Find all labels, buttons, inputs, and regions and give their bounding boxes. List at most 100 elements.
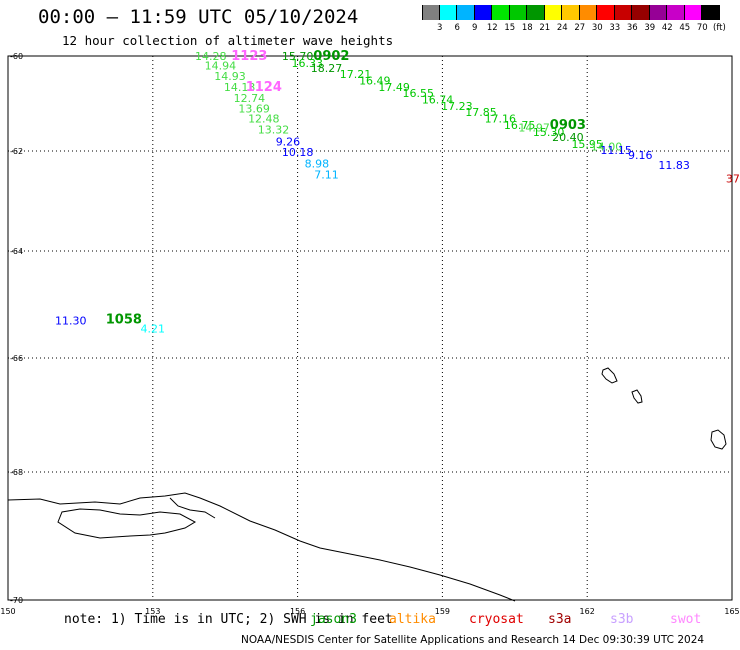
scale-swatch [457, 5, 475, 20]
wave-height-observations: 15.70 090216.3318.2717.2116.4917.4916.551… [55, 49, 740, 336]
scale-label: 18 [521, 23, 533, 33]
scale-label: 45 [679, 23, 691, 33]
wave-height-label: 16.74 [422, 94, 454, 107]
scale-label: 27 [574, 23, 586, 33]
wave-height-label: 15.70 [282, 50, 314, 63]
footnote: note: 1) Time is in UTC; 2) SWH is in fe… [64, 612, 393, 627]
pass-time-label: 1124 [246, 80, 282, 95]
scale-label: 24 [556, 23, 568, 33]
wave-height-label: 8.98 [305, 158, 330, 171]
island-3 [710, 429, 727, 450]
wave-height-label: 11.30 [55, 315, 87, 328]
wave-height-label: 15.30 [533, 126, 565, 139]
wave-height-label: 11.83 [658, 159, 690, 172]
wave-height-label: 17.21 [340, 68, 372, 81]
scale-swatch [614, 5, 632, 20]
wave-height-label: 17.85 [465, 106, 497, 119]
inner-coast-loop [57, 508, 197, 539]
inner-coast-detail [169, 497, 216, 519]
scale-label: 42 [661, 23, 673, 33]
wave-height-label: 14.13 [224, 81, 256, 94]
map-subtitle: 12 hour collection of altimeter wave hei… [62, 33, 394, 48]
color-scale-labels: 3 6 9 12 15 18 21 24 27 30 33 36 39 42 45 70 (ft) [431, 23, 726, 33]
credit-line: NOAA/NESDIS Center for Satellite Applica… [241, 634, 705, 646]
axis-tick-labels: 150 153 156 159 162 165 -60 -62 -64 -66 -68 -70 [0, 52, 739, 616]
scale-swatch [667, 5, 685, 20]
y-tick-label: -66 [10, 354, 23, 363]
scale-swatch [439, 5, 457, 20]
island-1 [601, 367, 618, 384]
y-tick-label: -68 [10, 468, 23, 477]
satellite-legend-item: s3a [548, 612, 572, 627]
scale-swatch [562, 5, 580, 20]
antarctic-coastline [7, 492, 516, 602]
y-tick-label: -60 [10, 52, 23, 61]
wave-height-label: 11.15 [600, 144, 632, 157]
wave-height-label: 14.93 [214, 70, 246, 83]
wave-height-color-scale: 3 6 9 12 15 18 21 24 27 30 33 36 39 42 45 70 (ft) [422, 5, 726, 33]
wave-height-label: 14.97 [518, 121, 550, 134]
x-tick-label: 159 [435, 607, 450, 616]
scale-unit: (ft) [713, 23, 726, 33]
scale-label: 30 [591, 23, 603, 33]
wave-height-label: 12.74 [234, 92, 266, 105]
satellite-legend-item: jason3 [310, 612, 357, 627]
lat-lon-grid [7, 55, 733, 601]
scale-swatch [597, 5, 615, 20]
satellite-legend-item: swot [670, 612, 702, 627]
wave-height-label: 16.33 [292, 57, 324, 70]
scale-swatch [474, 5, 492, 20]
wave-height-label: 15.95 [571, 138, 603, 151]
wave-height-label: 13.32 [258, 124, 290, 137]
scale-swatch [579, 5, 597, 20]
scale-label: 6 [454, 23, 460, 33]
wave-height-label: 16.49 [359, 75, 391, 88]
satellite-legend-item: cryosat [469, 612, 524, 627]
island-2 [631, 389, 643, 404]
y-tick-label: -64 [10, 247, 23, 256]
scale-swatch [492, 5, 510, 20]
scale-swatch [649, 5, 667, 20]
pass-time-label: 1123 [231, 49, 267, 64]
satellite-legend-item: s3b [610, 612, 634, 627]
scale-label: 9 [472, 23, 478, 33]
pass-time-label: 1058 [106, 312, 142, 327]
color-scale-swatches [422, 5, 726, 20]
scale-swatch [422, 5, 440, 20]
scale-label: 21 [539, 23, 551, 33]
x-tick-label: 150 [0, 607, 15, 616]
wave-height-label: 9.16 [628, 149, 653, 162]
scale-swatch [544, 5, 562, 20]
wave-height-label: 12.48 [248, 113, 280, 126]
y-tick-label: -62 [10, 147, 23, 156]
wave-height-label: 14.28 [195, 50, 227, 63]
x-tick-label: 162 [580, 607, 595, 616]
wave-height-label: 10.18 [282, 146, 314, 159]
scale-label: 12 [486, 23, 498, 33]
x-tick-label: 153 [145, 607, 160, 616]
wave-height-label: 9.26 [276, 136, 301, 149]
wave-height-label: 17.49 [378, 81, 410, 94]
satellite-legend-item: altika [389, 612, 436, 627]
map-title: 00:00 – 11:59 UTC 05/10/2024 [38, 6, 359, 28]
wave-height-label: 13.69 [238, 102, 270, 115]
wave-height-label: 7.11 [314, 169, 339, 182]
wave-height-label: 14.94 [205, 60, 237, 73]
wave-height-label: 18.27 [311, 62, 343, 75]
pass-time-label: 0903 [550, 118, 586, 133]
x-tick-label: 156 [290, 607, 305, 616]
wave-height-label: 17.23 [441, 100, 473, 113]
map-frame [7, 55, 733, 601]
scale-label: 3 [437, 23, 443, 33]
wave-height-label: 14.00 [591, 140, 623, 153]
scale-swatch [632, 5, 650, 20]
scale-label: 39 [644, 23, 656, 33]
scale-swatch [702, 5, 720, 20]
wave-height-label: 4.21 [141, 323, 166, 336]
wave-height-label: 16.75 [504, 119, 536, 132]
scale-label: 15 [504, 23, 516, 33]
pass-time-label: 0902 [313, 49, 349, 64]
scale-label: 33 [609, 23, 621, 33]
wave-height-label: 16.55 [403, 87, 435, 100]
